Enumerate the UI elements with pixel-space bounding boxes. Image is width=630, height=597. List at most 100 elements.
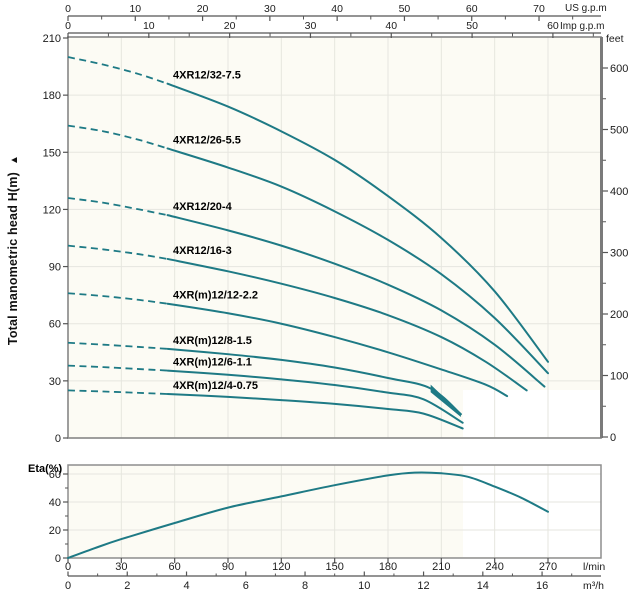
tick-label: 16: [536, 580, 548, 592]
pump-curve-label-5: 4XR(m)12/8-1.5: [173, 335, 252, 347]
tick-label: 180: [379, 561, 397, 573]
eta-axis-title: Eta(%): [28, 463, 63, 475]
tick-label: 30: [305, 20, 317, 32]
unit-label-us-gpm: US g.p.m: [565, 3, 607, 14]
pump-curve-solid-0: [166, 82, 549, 363]
unit-label-m3h: m³/h: [583, 580, 604, 592]
tick-label: 50: [399, 3, 411, 15]
tick-label: 60: [49, 319, 61, 331]
tick-label: 10: [358, 580, 370, 592]
tick-label: 120: [43, 204, 61, 216]
tick-label: 0: [65, 580, 71, 592]
unit-label-lmin: l/min: [583, 561, 605, 573]
unit-label-feet: feet: [606, 33, 624, 45]
tick-label: 4: [183, 580, 189, 592]
pump-curve-solid-7: [166, 393, 464, 430]
tick-label: 0: [55, 553, 61, 565]
tick-label: 0: [55, 433, 61, 445]
tick-label: 30: [49, 376, 61, 388]
main-grid: [68, 37, 601, 438]
tick-label: 70: [533, 3, 545, 15]
curve-wedge-tail: [430, 384, 461, 418]
pump-curve-dashed-3: [67, 244, 168, 260]
tick-label: 150: [43, 147, 61, 159]
tick-label: 90: [222, 561, 234, 573]
tick-label: 120: [272, 561, 290, 573]
pump-curve-label-2: 4XR12/20-4: [173, 201, 233, 213]
tick-label: 10: [129, 3, 141, 15]
tick-label: 270: [539, 561, 557, 573]
tick-label: 600: [610, 63, 628, 75]
tick-label: 20: [224, 20, 236, 32]
top-axis-us-gpm: 0 10 20 30 40 50 60 70 US g.p.m: [65, 3, 607, 21]
tick-label: 40: [331, 3, 343, 15]
pump-curve-solid-2: [166, 214, 546, 388]
tick-label: 60: [169, 561, 181, 573]
white-patch-main: [463, 390, 601, 437]
tick-label: 300: [610, 248, 628, 260]
tick-label: 2: [124, 580, 130, 592]
eta-curve-path: [67, 471, 549, 559]
tick-label: 6: [243, 580, 249, 592]
pump-curve-label-0: 4XR12/32-7.5: [173, 70, 241, 82]
tick-label: 40: [385, 20, 397, 32]
top-axis-imp-gpm: 0 10 20 30 40 50 60 Imp g.p.m: [65, 20, 604, 38]
tick-label: 40: [49, 497, 61, 509]
pump-curve-dashed-6: [67, 364, 168, 372]
tick-label: 100: [610, 371, 628, 383]
tick-label: 30: [115, 561, 127, 573]
pump-curve-label-4: 4XR(m)12/12-2.2: [173, 290, 258, 302]
tick-label: 60: [49, 469, 61, 481]
tick-label: 8: [302, 580, 308, 592]
tick-label: 0: [65, 561, 71, 573]
pump-curve-dashed-4: [67, 292, 168, 305]
pump-curve-label-3: 4XR12/16-3: [173, 245, 232, 257]
pump-curve-label-1: 4XR12/26-5.5: [173, 134, 241, 146]
pump-curve-label-7: 4XR(m)12/4-0.75: [173, 380, 258, 392]
tick-label: 0: [65, 20, 71, 32]
tick-label: 60: [466, 3, 478, 15]
tick-label: 30: [264, 3, 276, 15]
tick-label: 210: [43, 33, 61, 45]
pump-curve-solid-6: [166, 369, 464, 424]
tick-label: 0: [610, 432, 616, 444]
head-axis-m: 0 30 60 90 120 150 180 210: [43, 33, 68, 445]
eta-axis: Eta(%) 0 20 40 60: [28, 463, 68, 565]
tick-label: 20: [197, 3, 209, 15]
pump-curve-dashed-5: [67, 341, 168, 350]
head-axis-title: Total manometric head H(m) ▲: [6, 150, 22, 350]
up-arrow-icon: ▲: [9, 154, 20, 166]
tick-label: 60: [547, 20, 559, 32]
pump-curve-dashed-0: [67, 56, 168, 85]
pump-curve-solid-1: [166, 147, 549, 375]
pump-curve-dashed-2: [67, 197, 168, 217]
tick-label: 400: [610, 186, 628, 198]
pump-curve-dashed-1: [67, 124, 168, 150]
feet-axis: 0 100 200 300 400 500 600 feet: [602, 33, 628, 444]
tick-label: 200: [610, 309, 628, 321]
flow-axis-lmin: 0 30 60 90 120 150 180 210 240 270 l/min: [65, 558, 605, 573]
tick-label: 10: [143, 20, 155, 32]
tick-label: 150: [325, 561, 343, 573]
unit-label-imp-gpm: Imp g.p.m: [560, 21, 604, 32]
pump-curves: 4XR12/32-7.5 4XR12/26-5.5 4XR12/20-4 4XR12/…: [67, 56, 549, 430]
head-axis-title-text: Total manometric head H(m): [6, 172, 20, 346]
tick-label: 0: [65, 3, 71, 15]
tick-label: 180: [43, 90, 61, 102]
pump-curve-solid-3: [166, 257, 528, 392]
tick-label: 240: [485, 561, 503, 573]
pump-curve-label-6: 4XR(m)12/6-1.1: [173, 357, 252, 369]
flow-axis-m3h: 0 2 4 6 8 10 12 14 16 m³/h: [65, 571, 604, 592]
white-patch-eta: [463, 466, 601, 557]
tick-label: 12: [417, 580, 429, 592]
tick-label: 500: [610, 125, 628, 137]
tick-label: 210: [432, 561, 450, 573]
tick-label: 90: [49, 262, 61, 274]
eta-grid: [68, 465, 601, 558]
tick-label: 50: [466, 20, 478, 32]
tick-label: 14: [477, 580, 489, 592]
pump-curve-dashed-7: [67, 389, 168, 395]
